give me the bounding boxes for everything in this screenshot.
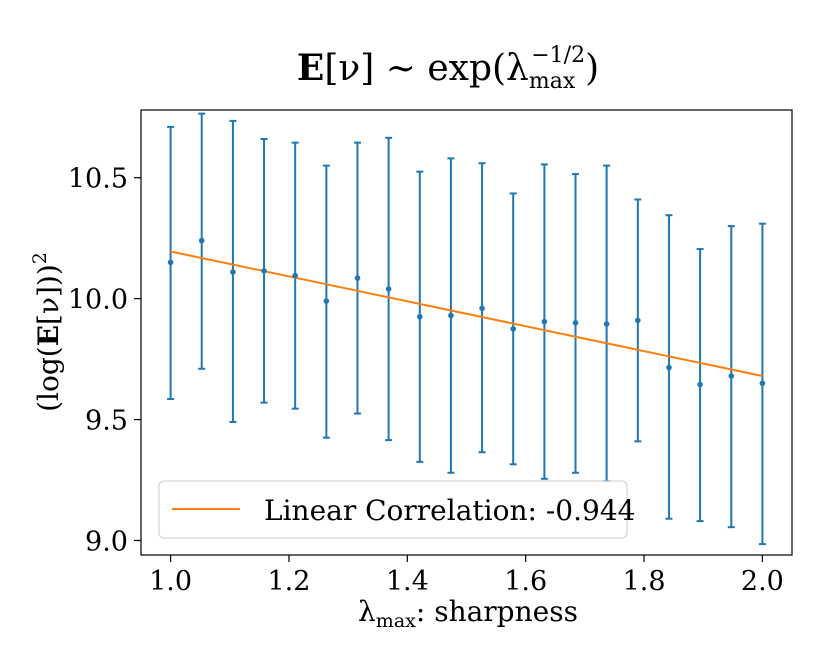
title-bold-e: E (297, 47, 324, 89)
data-point (510, 326, 516, 332)
ylabel-bold-e: E (32, 325, 65, 346)
data-point (417, 313, 423, 320)
axis-ticks: 1.0 1.2 1.4 1.6 1.8 2.0 9.0 9.5 10.0 10.5 (68, 164, 784, 597)
fit-line (170, 250, 763, 378)
fit-line-group (170, 250, 763, 378)
data-point (697, 381, 703, 388)
title-sup: −1/2 (531, 43, 585, 68)
ylabel-mid: [ν])) (32, 264, 65, 325)
data-point (603, 321, 610, 327)
data-point (323, 298, 330, 304)
title-close: ) (585, 48, 599, 89)
data-point (198, 237, 205, 244)
x-tick-label: 1.2 (267, 566, 310, 597)
legend-box (158, 480, 628, 539)
data-point (354, 275, 361, 281)
xlabel-sub: max (376, 610, 416, 632)
y-axis-label: (log(E[ν]))2 (29, 252, 65, 412)
data-point (541, 318, 548, 325)
chart-title: E[ν] ∼ exp(λmax−1/2) (297, 43, 599, 94)
data-point (230, 269, 236, 275)
data-point (635, 317, 641, 324)
legend-label: Linear Correlation: -0.944 (264, 494, 635, 527)
data-point (666, 364, 672, 371)
plot-frame (140, 109, 793, 556)
x-tick-label: 1.4 (386, 566, 429, 597)
xlabel-rest: : sharpness (416, 595, 578, 628)
y-tick-label: 9.5 (85, 406, 128, 437)
data-points (167, 237, 766, 388)
data-point (448, 312, 454, 319)
error-bars (167, 112, 766, 546)
legend: Linear Correlation: -0.944 (158, 480, 635, 539)
x-axis-label: λmax: sharpness (358, 595, 578, 632)
title-sub: max (529, 69, 576, 94)
data-point (292, 272, 298, 279)
y-tick-label: 10.0 (68, 285, 128, 316)
x-tick-label: 1.6 (504, 566, 547, 597)
data-point (572, 320, 579, 326)
title-main: [ν] ∼ exp(λ (324, 48, 529, 89)
data-point (261, 268, 267, 274)
data-point (385, 286, 392, 292)
y-tick-label: 10.5 (68, 164, 128, 195)
ylabel-sup: 2 (29, 252, 51, 264)
data-point (759, 380, 766, 387)
data-point (728, 373, 735, 379)
data-point (479, 305, 485, 312)
ylabel-open: (log( (32, 346, 65, 412)
y-tick-label: 9.0 (85, 526, 128, 557)
x-tick-label: 2.0 (741, 566, 784, 597)
x-tick-label: 1.0 (149, 566, 192, 597)
xlabel-lambda: λ (358, 595, 376, 628)
x-tick-label: 1.8 (623, 566, 666, 597)
data-point (167, 259, 174, 266)
